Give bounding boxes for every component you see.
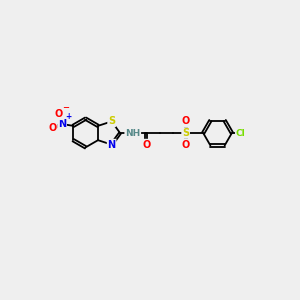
Text: O: O [142,140,150,150]
Text: S: S [108,116,115,126]
Text: Cl: Cl [236,128,245,137]
Text: +: + [65,112,71,121]
Text: S: S [182,128,189,138]
Text: NH: NH [125,128,140,137]
Text: O: O [182,116,190,127]
Text: O: O [182,140,190,150]
Text: O: O [55,109,63,119]
Text: N: N [58,119,66,129]
Text: O: O [48,123,56,133]
Text: −: − [62,103,69,112]
Text: N: N [108,140,116,150]
